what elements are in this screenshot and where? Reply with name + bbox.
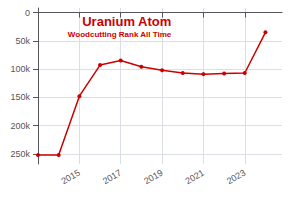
svg-text:150k: 150k	[10, 92, 30, 102]
svg-text:50k: 50k	[15, 36, 30, 46]
svg-text:Woodcutting Rank All Time: Woodcutting Rank All Time	[68, 30, 172, 39]
svg-text:100k: 100k	[10, 64, 30, 74]
svg-text:2023: 2023	[225, 168, 247, 187]
svg-text:2017: 2017	[101, 168, 123, 187]
svg-text:2015: 2015	[60, 168, 82, 187]
svg-text:0: 0	[25, 8, 30, 18]
svg-text:Uranium Atom: Uranium Atom	[82, 14, 171, 29]
svg-text:200k: 200k	[10, 121, 30, 131]
svg-text:2019: 2019	[142, 168, 164, 187]
svg-text:250k: 250k	[10, 149, 30, 159]
svg-text:2021: 2021	[184, 168, 206, 187]
